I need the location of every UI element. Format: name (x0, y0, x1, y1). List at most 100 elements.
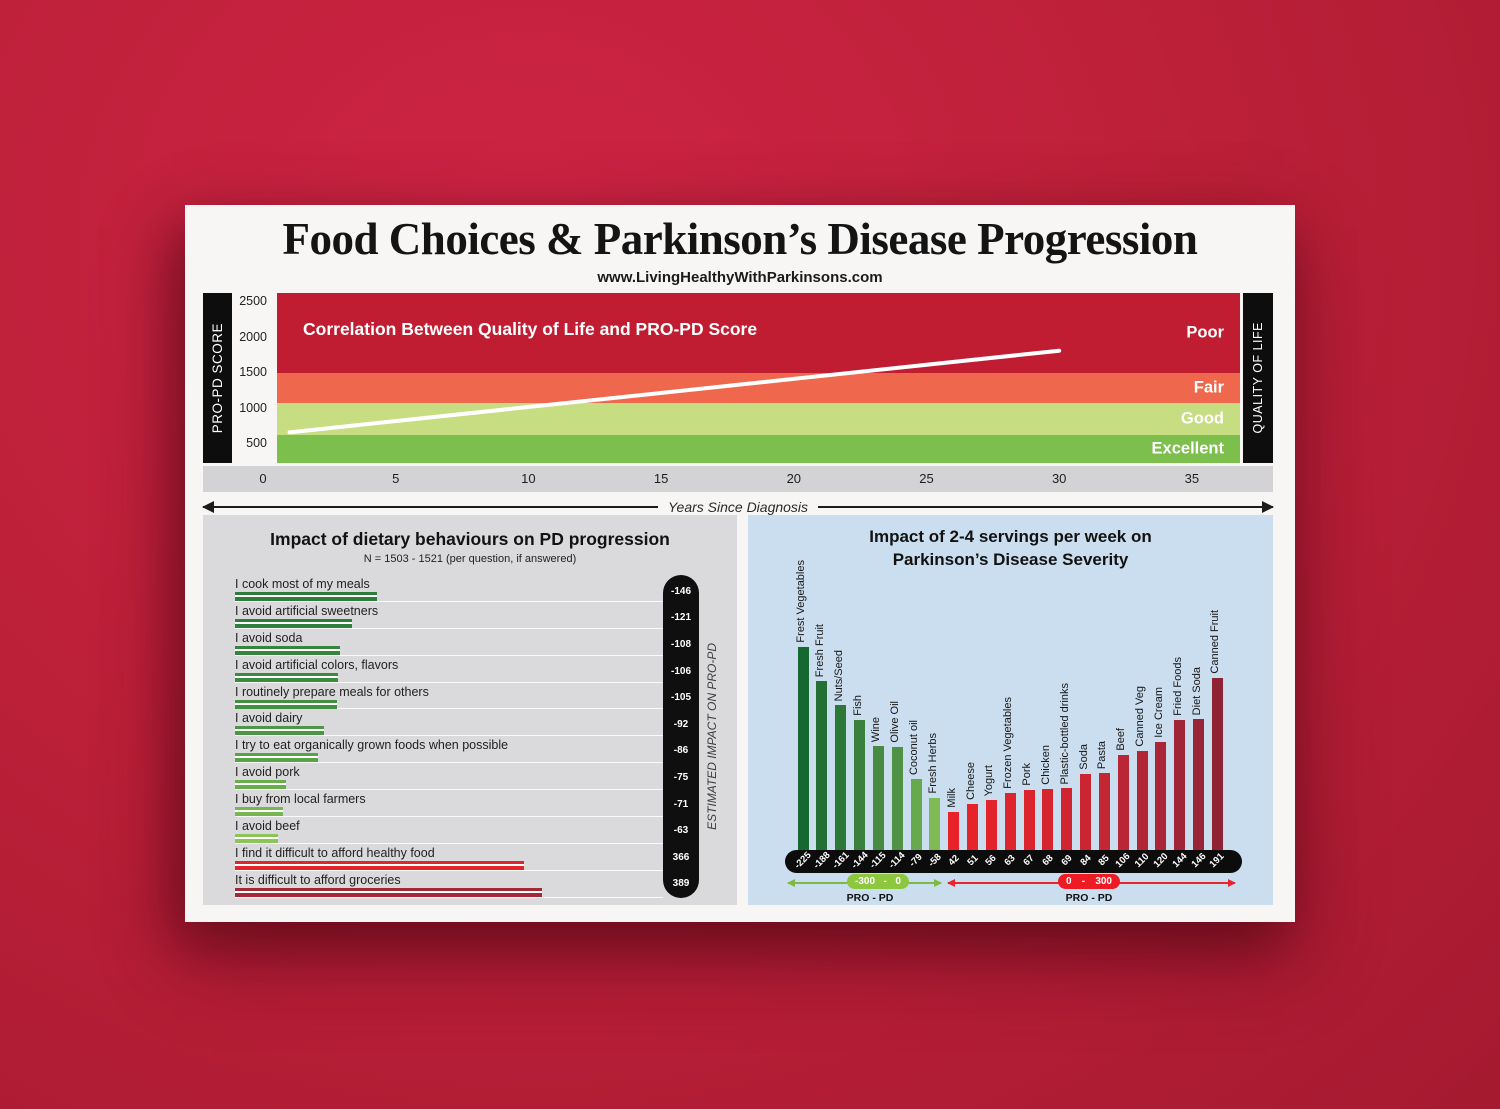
y-tick: 1500 (239, 365, 267, 379)
positive-range-max: 300 (1095, 876, 1112, 887)
serving-label: Wine (870, 716, 883, 742)
impact-value: 389 (672, 878, 690, 890)
serving-bar (891, 747, 903, 850)
behaviour-row: I buy from local farmers (235, 790, 663, 818)
pro-pd-label-positive: PRO - PD (1065, 892, 1113, 904)
serving-label: Fresh Herbs (926, 733, 939, 794)
behaviour-label: It is difficult to afford groceries (235, 872, 401, 887)
x-tick: 25 (919, 471, 934, 486)
quality-of-life-axis-strip: QUALITY OF LIFE (1243, 293, 1273, 463)
behaviour-bar (235, 672, 338, 682)
serving-label: Cheese (964, 762, 977, 800)
serving-bar (854, 720, 866, 850)
positive-range-sep: - (1081, 876, 1086, 887)
impact-value: -92 (673, 718, 689, 730)
x-tick: 15 (653, 471, 669, 486)
behaviour-label: I routinely prepare meals for others (235, 684, 429, 699)
serving-bar (967, 804, 979, 850)
serving-label: Canned Fruit (1209, 610, 1222, 674)
serving-bar (1023, 790, 1035, 850)
servings-values-capsule (785, 850, 1242, 873)
serving-label: Soda (1077, 744, 1090, 770)
behaviour-bar (235, 699, 337, 709)
serving-label: Fresh Fruit (813, 623, 826, 677)
serving-bar (1098, 773, 1110, 850)
servings-impact-chart: Impact of 2-4 servings per week on Parki… (748, 515, 1273, 905)
impact-value: -146 (670, 585, 691, 597)
serving-label: Olive Oil (889, 701, 902, 743)
impact-value: -121 (670, 612, 691, 624)
behaviour-label: I avoid dairy (235, 711, 303, 726)
negative-range-pill: -300 - 0 (847, 874, 909, 889)
serving-bar (985, 800, 997, 850)
website-url: www.LivingHealthyWithParkinsons.com (597, 269, 883, 286)
behaviour-bar (235, 780, 286, 790)
serving-bar (948, 812, 960, 850)
serving-label: Coconut oil (908, 719, 921, 775)
behaviour-bar (235, 753, 318, 763)
behaviour-bar (235, 618, 352, 628)
trend-line-layer (287, 348, 1062, 435)
behaviour-row: I routinely prepare meals for others (235, 683, 663, 710)
behaviour-row: I avoid artificial sweetners (235, 602, 663, 629)
behaviour-row: I avoid beef (235, 817, 663, 844)
serving-label: Chicken (1039, 745, 1052, 785)
behaviour-row: I cook most of my meals (235, 575, 663, 602)
y-tick: 2500 (239, 294, 267, 308)
serving-label: Pasta (1096, 740, 1109, 769)
qol-band-fair: Fair (277, 372, 1240, 403)
behaviour-label: I buy from local farmers (235, 792, 366, 807)
positive-range-pill: 0 - 300 (1058, 874, 1120, 889)
serving-label: Canned Veg (1134, 686, 1147, 747)
behaviour-row: I avoid artificial colors, flavors (235, 656, 663, 683)
negative-range-sep: - (883, 876, 887, 887)
behaviour-bar (235, 887, 542, 897)
serving-bar (929, 798, 941, 850)
serving-bar (1211, 678, 1223, 850)
poster-title: Food Choices & Parkinson’s Disease Progr… (282, 214, 1198, 264)
impact-values-capsule: -146 -121 -108 -106 -105 -92 -86 -75 -71 -63 366 38… (663, 575, 699, 898)
behaviour-label: I find it difficult to afford healthy fo… (235, 845, 435, 860)
impact-value: -106 (670, 665, 691, 677)
impact-value: 366 (672, 851, 690, 863)
impact-value: -86 (673, 745, 689, 757)
serving-bar (816, 681, 828, 850)
serving-label: Plastic-bottled drinks (1058, 682, 1071, 785)
serving-bar (835, 705, 847, 850)
behaviour-bar (235, 834, 278, 844)
behaviour-bar (235, 807, 283, 817)
behaviour-row: I try to eat organically grown foods whe… (235, 736, 663, 764)
impact-value: -75 (673, 771, 689, 783)
impact-axis-label: ESTIMATED IMPACT ON PRO-PD (705, 643, 719, 830)
behaviour-label: I cook most of my meals (235, 577, 370, 591)
serving-label: Frozen Vegetables (1002, 697, 1015, 789)
serving-label: Nuts/Seed (832, 649, 845, 701)
serving-bar (1155, 742, 1167, 850)
serving-bar (872, 746, 884, 850)
x-tick: 10 (521, 471, 536, 486)
behaviour-row: I find it difficult to afford healthy fo… (235, 844, 663, 871)
serving-label: Yogurt (983, 764, 996, 796)
serving-bar (1193, 719, 1205, 850)
qol-correlation-chart: Poor Fair Good Excellent (277, 293, 1240, 463)
serving-label: Pork (1021, 763, 1034, 786)
impact-value: -105 (670, 692, 691, 704)
pro-pd-label-negative: PRO - PD (846, 892, 894, 904)
behaviour-bar (235, 860, 524, 870)
qol-band-good: Good (277, 402, 1240, 435)
trend-line (287, 348, 1062, 435)
years-axis-label: Years Since Diagnosis (667, 499, 809, 515)
behaviour-bar (235, 726, 324, 736)
qol-band-label: Excellent (1151, 439, 1224, 458)
behaviour-label: I avoid artificial colors, flavors (235, 657, 399, 672)
x-tick: 30 (1051, 471, 1067, 486)
serving-label: Diet Soda (1190, 666, 1203, 715)
serving-bar (1174, 720, 1186, 850)
qol-band-label: Good (1180, 409, 1224, 428)
behaviour-label: I avoid beef (235, 819, 300, 834)
behaviour-bar (235, 645, 340, 655)
behaviour-row: I avoid pork (235, 763, 663, 791)
negative-range-max: 0 (895, 876, 901, 887)
behaviours-chart-title: Impact of dietary behaviours on PD progr… (270, 529, 670, 549)
